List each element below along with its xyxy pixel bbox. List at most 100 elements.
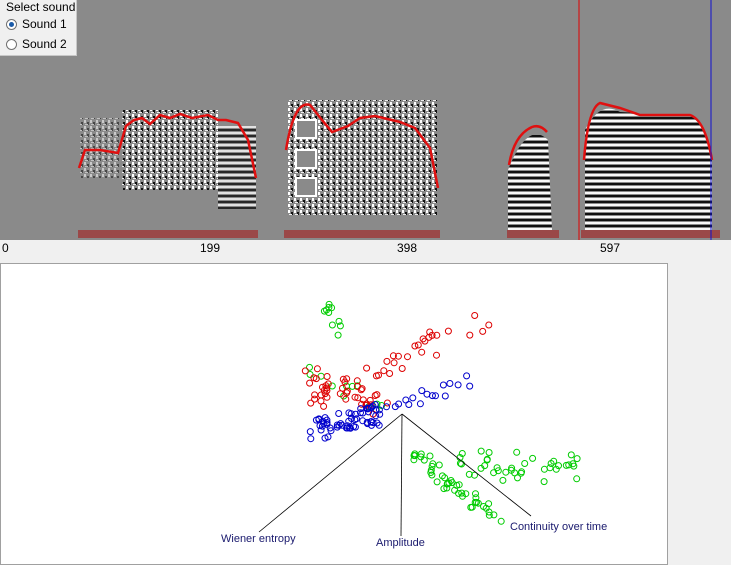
scatter-marker	[420, 456, 428, 464]
scatter-marker	[411, 342, 419, 350]
scatter-marker	[352, 410, 359, 418]
scatter-marker	[323, 393, 331, 401]
scatter-marker	[311, 395, 319, 403]
continuity-label: Continuity over time	[510, 521, 607, 533]
scatter-marker	[418, 348, 426, 356]
scatter-marker	[573, 475, 581, 483]
feature-axes	[258, 413, 532, 537]
scatter-marker	[358, 400, 366, 408]
radio-button-checked[interactable]	[6, 18, 17, 30]
scatter-marker	[490, 469, 498, 477]
scatter-marker	[565, 461, 573, 469]
feature-scatter-panel[interactable]: Wiener entropy Amplitude Continuity over…	[0, 263, 668, 565]
scatter-marker	[472, 490, 479, 498]
segment-bars	[78, 230, 720, 238]
scatter-marker	[521, 460, 529, 467]
scatter-marker	[477, 447, 485, 455]
scatter-marker	[317, 426, 325, 434]
sonogram-display[interactable]	[0, 0, 731, 256]
blue-cluster	[306, 372, 474, 443]
scatter-marker	[440, 485, 448, 493]
feature-scatter-plot[interactable]: Wiener entropy Amplitude Continuity over…	[1, 264, 667, 564]
scatter-marker	[429, 460, 437, 468]
scatter-marker	[365, 404, 373, 412]
scatter-marker	[328, 321, 336, 329]
scatter-marker	[375, 406, 383, 414]
scatter-marker	[569, 460, 577, 468]
scatter-marker	[348, 415, 355, 422]
scatter-marker	[307, 435, 315, 443]
scatter-marker	[573, 455, 581, 463]
radio-button[interactable]	[6, 38, 17, 50]
scatter-marker	[454, 381, 462, 389]
scatter-marker	[485, 511, 493, 519]
scatter-marker	[343, 389, 351, 397]
scatter-marker	[514, 474, 521, 482]
scatter-marker	[351, 423, 359, 431]
scatter-marker	[497, 517, 505, 525]
scatter-marker	[507, 466, 515, 474]
scatter-marker	[417, 450, 425, 458]
scatter-marker	[421, 337, 429, 345]
scatter-marker	[351, 393, 359, 401]
sound-1-option[interactable]: Sound 1	[6, 17, 67, 31]
scatter-marker	[306, 428, 314, 436]
scatter-marker	[365, 408, 373, 416]
scatter-marker	[335, 317, 343, 325]
scatter-marker	[301, 367, 309, 375]
scatter-marker	[441, 474, 449, 482]
scatter-marker	[369, 402, 377, 410]
scatter-marker	[466, 382, 474, 390]
scatter-marker	[389, 352, 397, 360]
scatter-marker	[465, 470, 473, 478]
scatter-marker	[335, 410, 343, 417]
scatter-marker	[390, 359, 398, 367]
amplitude-label: Amplitude	[376, 537, 425, 549]
scatter-marker	[432, 392, 439, 400]
scatter-marker	[473, 498, 480, 506]
scatter-marker	[375, 421, 383, 429]
tick-label: 199	[200, 241, 221, 255]
scatter-marker	[468, 503, 476, 511]
scatter-marker	[306, 363, 313, 371]
scatter-marker	[323, 416, 331, 424]
scatter-marker	[426, 328, 434, 336]
scatter-marker	[358, 385, 366, 393]
sound-2-option[interactable]: Sound 2	[6, 37, 67, 51]
time-axis: 0 199 398 597	[0, 240, 731, 256]
scatter-marker	[357, 386, 365, 394]
scatter-marker	[438, 472, 446, 480]
scatter-marker	[343, 382, 350, 390]
wiener-entropy-label: Wiener entropy	[221, 533, 296, 545]
green-cluster	[306, 300, 581, 525]
scatter-marker	[312, 375, 320, 383]
scatter-marker	[323, 373, 331, 380]
scatter-marker	[372, 412, 380, 420]
scatter-marker	[444, 327, 452, 335]
scatter-marker	[373, 391, 381, 399]
scatter-marker	[423, 390, 431, 398]
scatter-marker	[307, 399, 315, 407]
scatter-marker	[398, 365, 406, 372]
scatter-marker	[411, 452, 419, 460]
scatter-marker	[471, 312, 479, 319]
scatter-marker	[368, 418, 375, 426]
tick-label: 597	[600, 241, 621, 255]
scatter-marker	[363, 418, 371, 426]
scatter-marker	[471, 471, 478, 479]
scatter-marker	[409, 394, 417, 402]
scatter-marker	[480, 503, 487, 510]
scatter-marker	[550, 457, 558, 465]
scatter-marker	[445, 479, 453, 487]
wiener-entropy-axis	[258, 413, 403, 533]
scatter-marker	[363, 364, 371, 372]
scatter-marker	[493, 464, 501, 472]
scatter-marker	[477, 464, 485, 472]
scatter-marker	[327, 427, 335, 435]
scatter-marker	[466, 331, 474, 339]
scatter-marker	[339, 384, 346, 392]
scatter-marker	[433, 351, 440, 359]
scatter-marker	[333, 423, 341, 431]
scatter-marker	[345, 409, 353, 417]
scatter-marker	[366, 396, 374, 404]
